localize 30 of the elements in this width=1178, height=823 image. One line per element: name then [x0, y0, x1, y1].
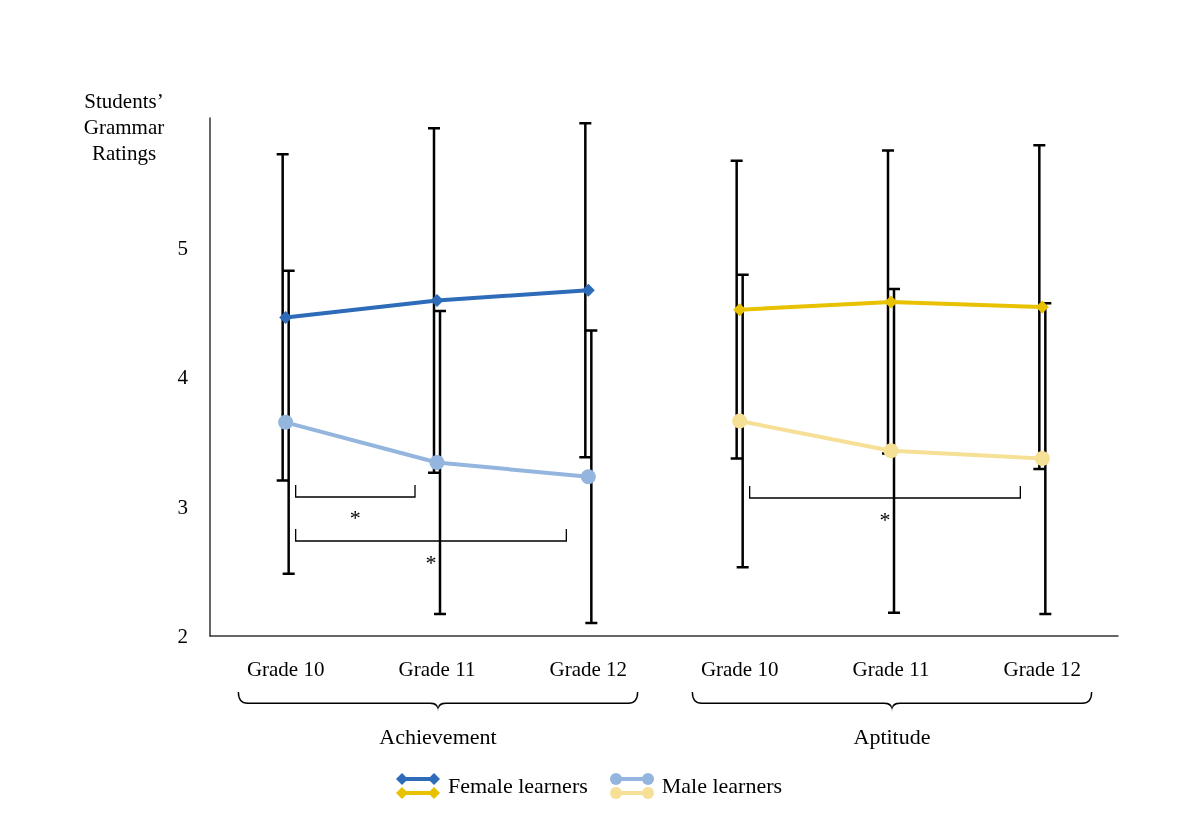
- legend-label: Male learners: [661, 773, 783, 799]
- text: Aptitude: [853, 724, 931, 749]
- point: [733, 303, 747, 317]
- annotation: *: [879, 507, 891, 532]
- y-tick-label: 4: [177, 365, 189, 389]
- point: [429, 454, 445, 470]
- x-tick-label: Grade 10: [246, 656, 325, 681]
- point: [279, 310, 293, 324]
- point: [580, 469, 596, 485]
- x-tick-label: Grade 12: [549, 656, 628, 681]
- text: Achievement: [379, 724, 497, 749]
- annotation: *: [349, 505, 361, 530]
- point: [884, 295, 898, 309]
- legend-label: Female learners: [447, 773, 588, 799]
- point: [1034, 451, 1050, 467]
- y-tick-label: 5: [177, 235, 188, 260]
- x-tick-label: Grade 10: [700, 656, 779, 681]
- annotation: *: [425, 550, 437, 575]
- point: [581, 283, 595, 297]
- y-tick-label: 3: [177, 494, 188, 519]
- point: [732, 413, 748, 429]
- x-tick-label: Grade 12: [1003, 656, 1082, 681]
- x-tick-label: Grade 11: [852, 656, 930, 681]
- y-axis-title: Students’ Grammar Ratings: [82, 88, 166, 166]
- point: [430, 294, 444, 308]
- x-tick-label: Grade 11: [398, 656, 476, 681]
- y-tick-label: 2: [177, 624, 188, 648]
- point: [883, 443, 899, 459]
- point: [278, 414, 294, 430]
- point: [1035, 300, 1049, 314]
